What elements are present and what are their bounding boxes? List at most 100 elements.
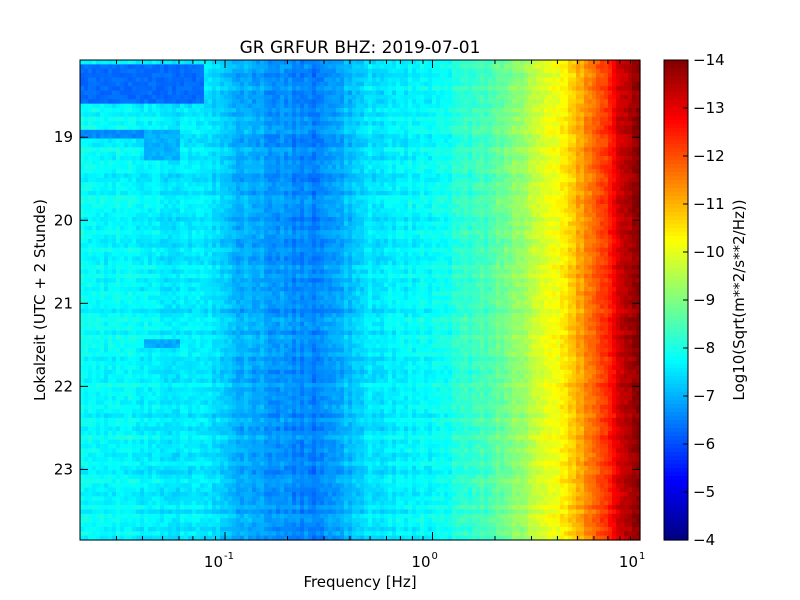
heatmap-cell (228, 313, 233, 319)
heatmap-cell (124, 156, 129, 161)
heatmap-cell (124, 208, 129, 214)
heatmap-cell (104, 330, 109, 336)
heatmap-cell (100, 252, 105, 257)
heatmap-cell (224, 465, 229, 471)
heatmap-cell (256, 317, 261, 323)
heatmap-cell (84, 308, 89, 314)
heatmap-cell (172, 522, 177, 528)
heatmap-cell (216, 444, 221, 449)
heatmap-cell (80, 382, 85, 388)
heatmap-cell (200, 190, 205, 196)
heatmap-cell (124, 518, 129, 524)
heatmap-cell (248, 116, 253, 122)
heatmap-cell (232, 121, 237, 127)
heatmap-cell (212, 426, 217, 432)
heatmap-cell (208, 492, 213, 497)
heatmap-cell (132, 487, 137, 493)
heatmap-cell (84, 121, 89, 127)
heatmap-cell (144, 112, 149, 118)
heatmap-cell (168, 260, 173, 266)
heatmap-cell (172, 352, 177, 358)
heatmap-cell (80, 186, 85, 192)
heatmap-cell (260, 129, 265, 135)
heatmap-cell (244, 68, 249, 74)
heatmap-cell (192, 177, 197, 183)
heatmap-cell (260, 90, 265, 96)
heatmap-cell (228, 121, 233, 127)
heatmap-cell (112, 422, 117, 428)
heatmap-cell (140, 413, 145, 419)
heatmap-cell (256, 173, 261, 179)
heatmap-cell (136, 378, 141, 384)
heatmap-cell (120, 134, 125, 140)
heatmap-cell (100, 313, 105, 319)
heatmap-cell (216, 225, 221, 231)
heatmap-cell (240, 256, 245, 262)
heatmap-cell (204, 234, 209, 240)
heatmap-cell (136, 304, 141, 310)
heatmap-cell (160, 265, 165, 271)
heatmap-cell (108, 382, 113, 388)
heatmap-cell (80, 374, 85, 380)
heatmap-cell (124, 282, 129, 288)
heatmap-cell (260, 151, 265, 157)
heatmap-cell (116, 522, 121, 528)
heatmap-cell (260, 121, 265, 127)
heatmap-cell (160, 64, 165, 70)
heatmap-cell (252, 108, 257, 113)
heatmap-cell (100, 212, 105, 218)
heatmap-cell (144, 169, 149, 175)
heatmap-cell (160, 330, 165, 336)
heatmap-cell (108, 492, 113, 497)
heatmap-cell (220, 474, 225, 480)
heatmap-cell (220, 190, 225, 196)
heatmap-cell (148, 173, 153, 179)
heatmap-cell (204, 321, 209, 327)
heatmap-cell (144, 60, 149, 65)
heatmap-cell (108, 212, 113, 218)
heatmap-cell (144, 326, 149, 332)
heatmap-cell (252, 121, 257, 127)
heatmap-cell (228, 182, 233, 188)
heatmap-cell (212, 352, 217, 358)
heatmap-cell (184, 496, 189, 502)
heatmap-cell (116, 116, 121, 122)
heatmap-cell (100, 199, 105, 205)
heatmap-cell (132, 522, 137, 528)
heatmap-cell (248, 313, 253, 319)
heatmap-cell (208, 160, 213, 166)
heatmap-cell (108, 164, 113, 170)
heatmap-cell (248, 435, 253, 441)
heatmap-cell (248, 339, 253, 345)
heatmap-cell (200, 177, 205, 183)
heatmap-cell (148, 208, 153, 214)
heatmap-cell (252, 86, 257, 92)
heatmap-cell (124, 234, 129, 240)
heatmap-cell (188, 204, 193, 209)
heatmap-cell (240, 400, 245, 406)
heatmap-cell (112, 221, 117, 227)
heatmap-cell (88, 404, 93, 410)
heatmap-cell (204, 230, 209, 236)
heatmap-cell (108, 526, 113, 532)
heatmap-cell (144, 400, 149, 406)
heatmap-cell (84, 94, 89, 100)
heatmap-cell (92, 112, 97, 118)
heatmap-cell (248, 77, 253, 83)
heatmap-cell (88, 448, 93, 454)
heatmap-cell (248, 260, 253, 266)
heatmap-cell (228, 221, 233, 227)
heatmap-cell (132, 256, 137, 262)
heatmap-cell (132, 439, 137, 445)
heatmap-cell (196, 531, 201, 537)
heatmap-cell (176, 317, 181, 323)
heatmap-cell (152, 374, 157, 380)
heatmap-cell (152, 513, 157, 519)
heatmap-cell (236, 339, 241, 345)
heatmap-cell (192, 108, 197, 113)
heatmap-cell (256, 496, 261, 502)
heatmap-cell (188, 365, 193, 371)
heatmap-cell (196, 221, 201, 227)
heatmap-cell (156, 422, 161, 428)
heatmap-cell (136, 518, 141, 524)
